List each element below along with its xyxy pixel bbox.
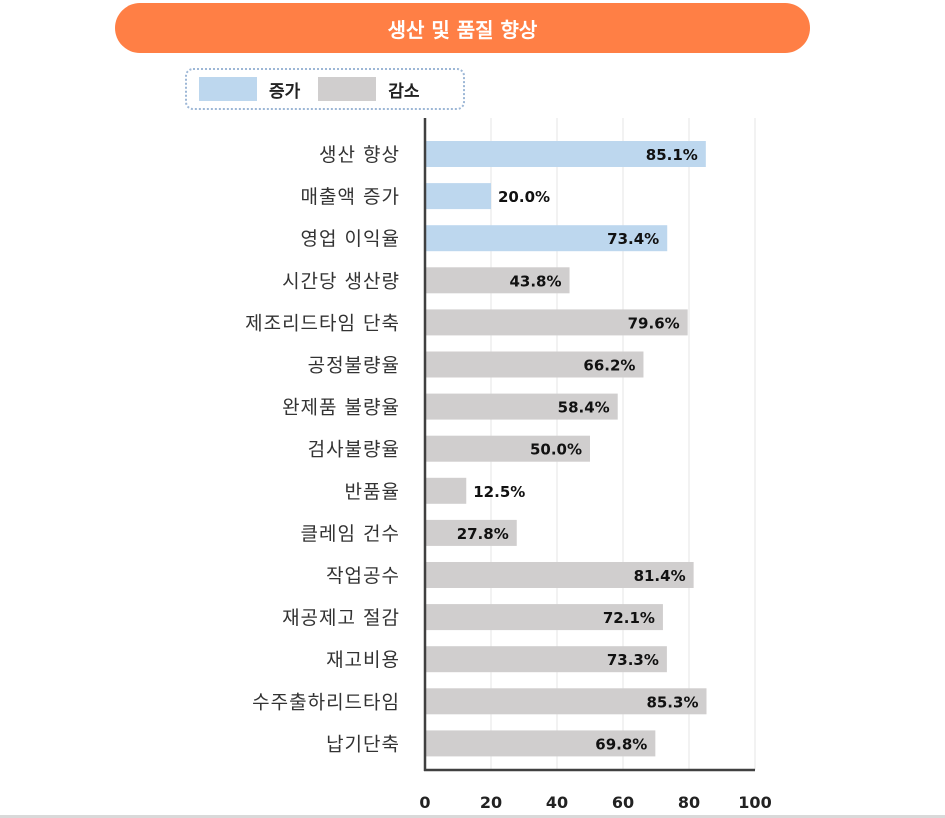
- bar: [425, 646, 667, 673]
- category-label: 재공제고 절감: [282, 607, 400, 629]
- value-label: 27.8%: [457, 525, 509, 543]
- value-label: 69.8%: [595, 735, 647, 753]
- legend-swatch-increase: [199, 77, 257, 101]
- category-label: 재고비용: [326, 649, 400, 671]
- bar: [425, 688, 707, 715]
- x-tick-label: 60: [612, 793, 634, 812]
- bar: [425, 141, 706, 167]
- bar: [425, 393, 618, 420]
- category-label: 작업공수: [326, 565, 400, 587]
- bar: [425, 730, 656, 757]
- x-tick-label: 100: [738, 793, 771, 812]
- legend: 증가 감소: [185, 68, 465, 110]
- category-label: 반품율: [345, 481, 400, 503]
- category-label: 영업 이익율: [301, 228, 400, 250]
- value-label: 43.8%: [509, 272, 561, 290]
- bar: [425, 562, 694, 588]
- category-label: 제조리드타임 단축: [245, 312, 400, 334]
- value-label: 58.4%: [558, 399, 610, 417]
- x-tick-label: 0: [419, 793, 430, 812]
- bar: [425, 225, 668, 252]
- value-label: 73.4%: [607, 230, 659, 248]
- category-label: 공정불량율: [308, 355, 400, 377]
- value-label: 85.1%: [646, 146, 698, 164]
- bar: [425, 267, 570, 294]
- category-label: 생산 향상: [319, 144, 400, 166]
- x-tick-label: 20: [480, 793, 502, 812]
- value-label: 50.0%: [530, 441, 582, 459]
- value-label: 72.1%: [603, 609, 655, 627]
- legend-swatch-decrease: [318, 77, 377, 101]
- bar: [425, 351, 644, 378]
- legend-label-decrease: 감소: [388, 81, 420, 102]
- category-label: 수주출하리드타임: [252, 691, 400, 713]
- x-tick-label: 40: [546, 793, 568, 812]
- bar: [425, 477, 467, 504]
- value-label: 79.6%: [628, 314, 680, 332]
- category-label: 완제품 불량율: [282, 397, 400, 419]
- value-label: 85.3%: [646, 693, 698, 711]
- bar: [425, 309, 688, 336]
- x-tick-label: 80: [678, 793, 700, 812]
- bar: [425, 435, 590, 462]
- bar: [425, 519, 517, 546]
- value-label: 12.5%: [473, 483, 525, 501]
- category-label: 납기단축: [326, 733, 400, 755]
- category-label: 시간당 생산량: [282, 270, 400, 292]
- value-label: 66.2%: [583, 357, 635, 375]
- category-label: 검사불량율: [308, 439, 400, 461]
- value-label: 81.4%: [634, 567, 686, 585]
- value-label: 20.0%: [498, 188, 550, 206]
- category-label: 매출액 증가: [301, 186, 400, 208]
- category-label: 클레임 건수: [301, 523, 400, 545]
- value-label: 73.3%: [607, 651, 659, 669]
- legend-label-increase: 증가: [269, 81, 301, 102]
- bar: [425, 183, 491, 210]
- bar: [425, 604, 663, 631]
- chart-title: 생산 및 품질 향상: [115, 3, 810, 53]
- bottom-divider: [0, 815, 945, 818]
